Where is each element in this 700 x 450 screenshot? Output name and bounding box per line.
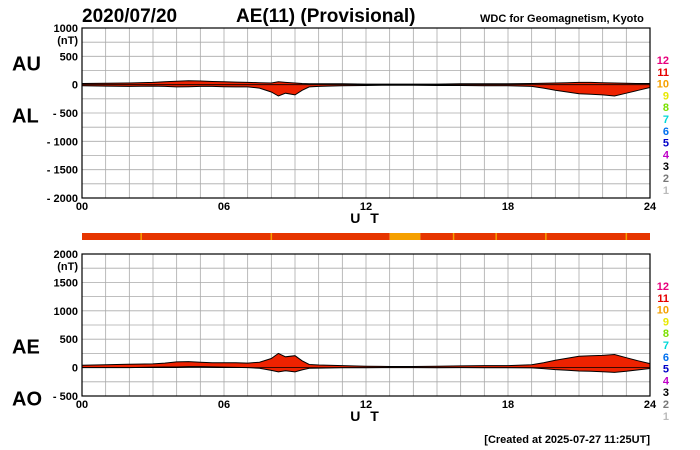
quality-legend-item: 12 (657, 281, 669, 293)
unit-label: (nT) (57, 35, 78, 47)
series-line-au (81, 80, 650, 85)
y-tick-label: - 500 (53, 108, 78, 120)
quality-legend-item: 3 (663, 387, 669, 399)
series-line-ae (81, 352, 651, 367)
y-tick-label: 0 (72, 80, 78, 92)
unit-label: (nT) (57, 261, 78, 273)
x-tick-label: 24 (644, 201, 657, 213)
x-tick-label: 12 (360, 399, 372, 411)
quality-legend-item: 5 (663, 138, 669, 150)
quality-bar-segment (389, 233, 421, 240)
x-tick-label: 06 (218, 399, 230, 411)
quality-legend-item: 9 (663, 90, 669, 102)
y-tick-label: - 500 (53, 391, 78, 403)
x-tick-label: 18 (502, 201, 514, 213)
chart-date: 2020/07/20 (82, 6, 177, 27)
au-al-panel: 1000 500 0 - 500 - 1000 - 1500 - 2000 (nT) 00 06 1… (12, 23, 657, 226)
ae-ao-panel: 2000 1500 1000 500 0 - 500 (nT) 00 06 12 18 24 U T AE… (12, 249, 657, 424)
x-axis-title: U T (350, 210, 382, 226)
y-tick-label: 2000 (54, 249, 78, 261)
quality-legend-item: 2 (663, 399, 669, 411)
x-tick-label: 12 (360, 201, 372, 213)
y-tick-label: - 1500 (47, 165, 78, 177)
quality-legend-item: 1 (663, 185, 669, 197)
y-tick-label: 500 (60, 334, 78, 346)
x-tick-label: 00 (76, 399, 88, 411)
y-tick-label: 500 (60, 51, 78, 63)
x-tick-label: 24 (644, 399, 657, 411)
quality-legend-item: 6 (663, 352, 669, 364)
data-source: WDC for Geomagnetism, Kyoto (480, 13, 644, 25)
quality-legend-item: 10 (657, 79, 669, 91)
series-line-al (81, 84, 651, 97)
series-line-ao (82, 366, 651, 373)
y-tick-label: - 1000 (47, 136, 78, 148)
quality-legend-item: 2 (663, 173, 669, 185)
quality-legend-item: 10 (657, 305, 669, 317)
quality-legend-item: 1 (663, 411, 669, 423)
quality-bar-segment (82, 233, 390, 240)
y-tick-label: 1500 (54, 277, 78, 289)
quality-legend-item: 4 (663, 149, 670, 161)
quality-legend-item: 11 (657, 67, 669, 79)
quality-legend-item: 11 (657, 293, 669, 305)
panel-label-al: AL (12, 106, 39, 128)
quality-legend-item: 8 (663, 102, 669, 114)
quality-legend-item: 7 (663, 340, 669, 352)
chart-title: AE(11) (Provisional) (236, 6, 416, 27)
quality-legend-item: 6 (663, 126, 669, 138)
x-axis-title: U T (350, 408, 382, 424)
quality-legend-item: 7 (663, 114, 669, 126)
quality-legend-item: 12 (657, 55, 669, 67)
quality-legend-item: 5 (663, 364, 669, 376)
y-tick-label: 1000 (54, 306, 78, 318)
created-timestamp: [Created at 2025-07-27 11:25UT] (484, 434, 650, 446)
x-tick-label: 00 (76, 201, 88, 213)
quality-bar-segment (420, 233, 650, 240)
quality-bar (82, 233, 650, 240)
panel-label-au: AU (12, 54, 41, 76)
quality-legend-item: 4 (663, 375, 670, 387)
x-tick-label: 06 (218, 201, 230, 213)
quality-legend-item: 3 (663, 161, 669, 173)
panel-label-ao: AO (12, 389, 42, 411)
panel-label-ae: AE (12, 337, 40, 359)
y-tick-label: 1000 (54, 23, 78, 35)
quality-legend-item: 9 (663, 316, 669, 328)
quality-legend-item: 8 (663, 328, 669, 340)
x-tick-label: 18 (502, 399, 514, 411)
y-tick-label: - 2000 (47, 193, 78, 205)
y-tick-label: 0 (72, 363, 78, 375)
plot-frame (81, 253, 651, 397)
plot-frame (81, 27, 651, 199)
